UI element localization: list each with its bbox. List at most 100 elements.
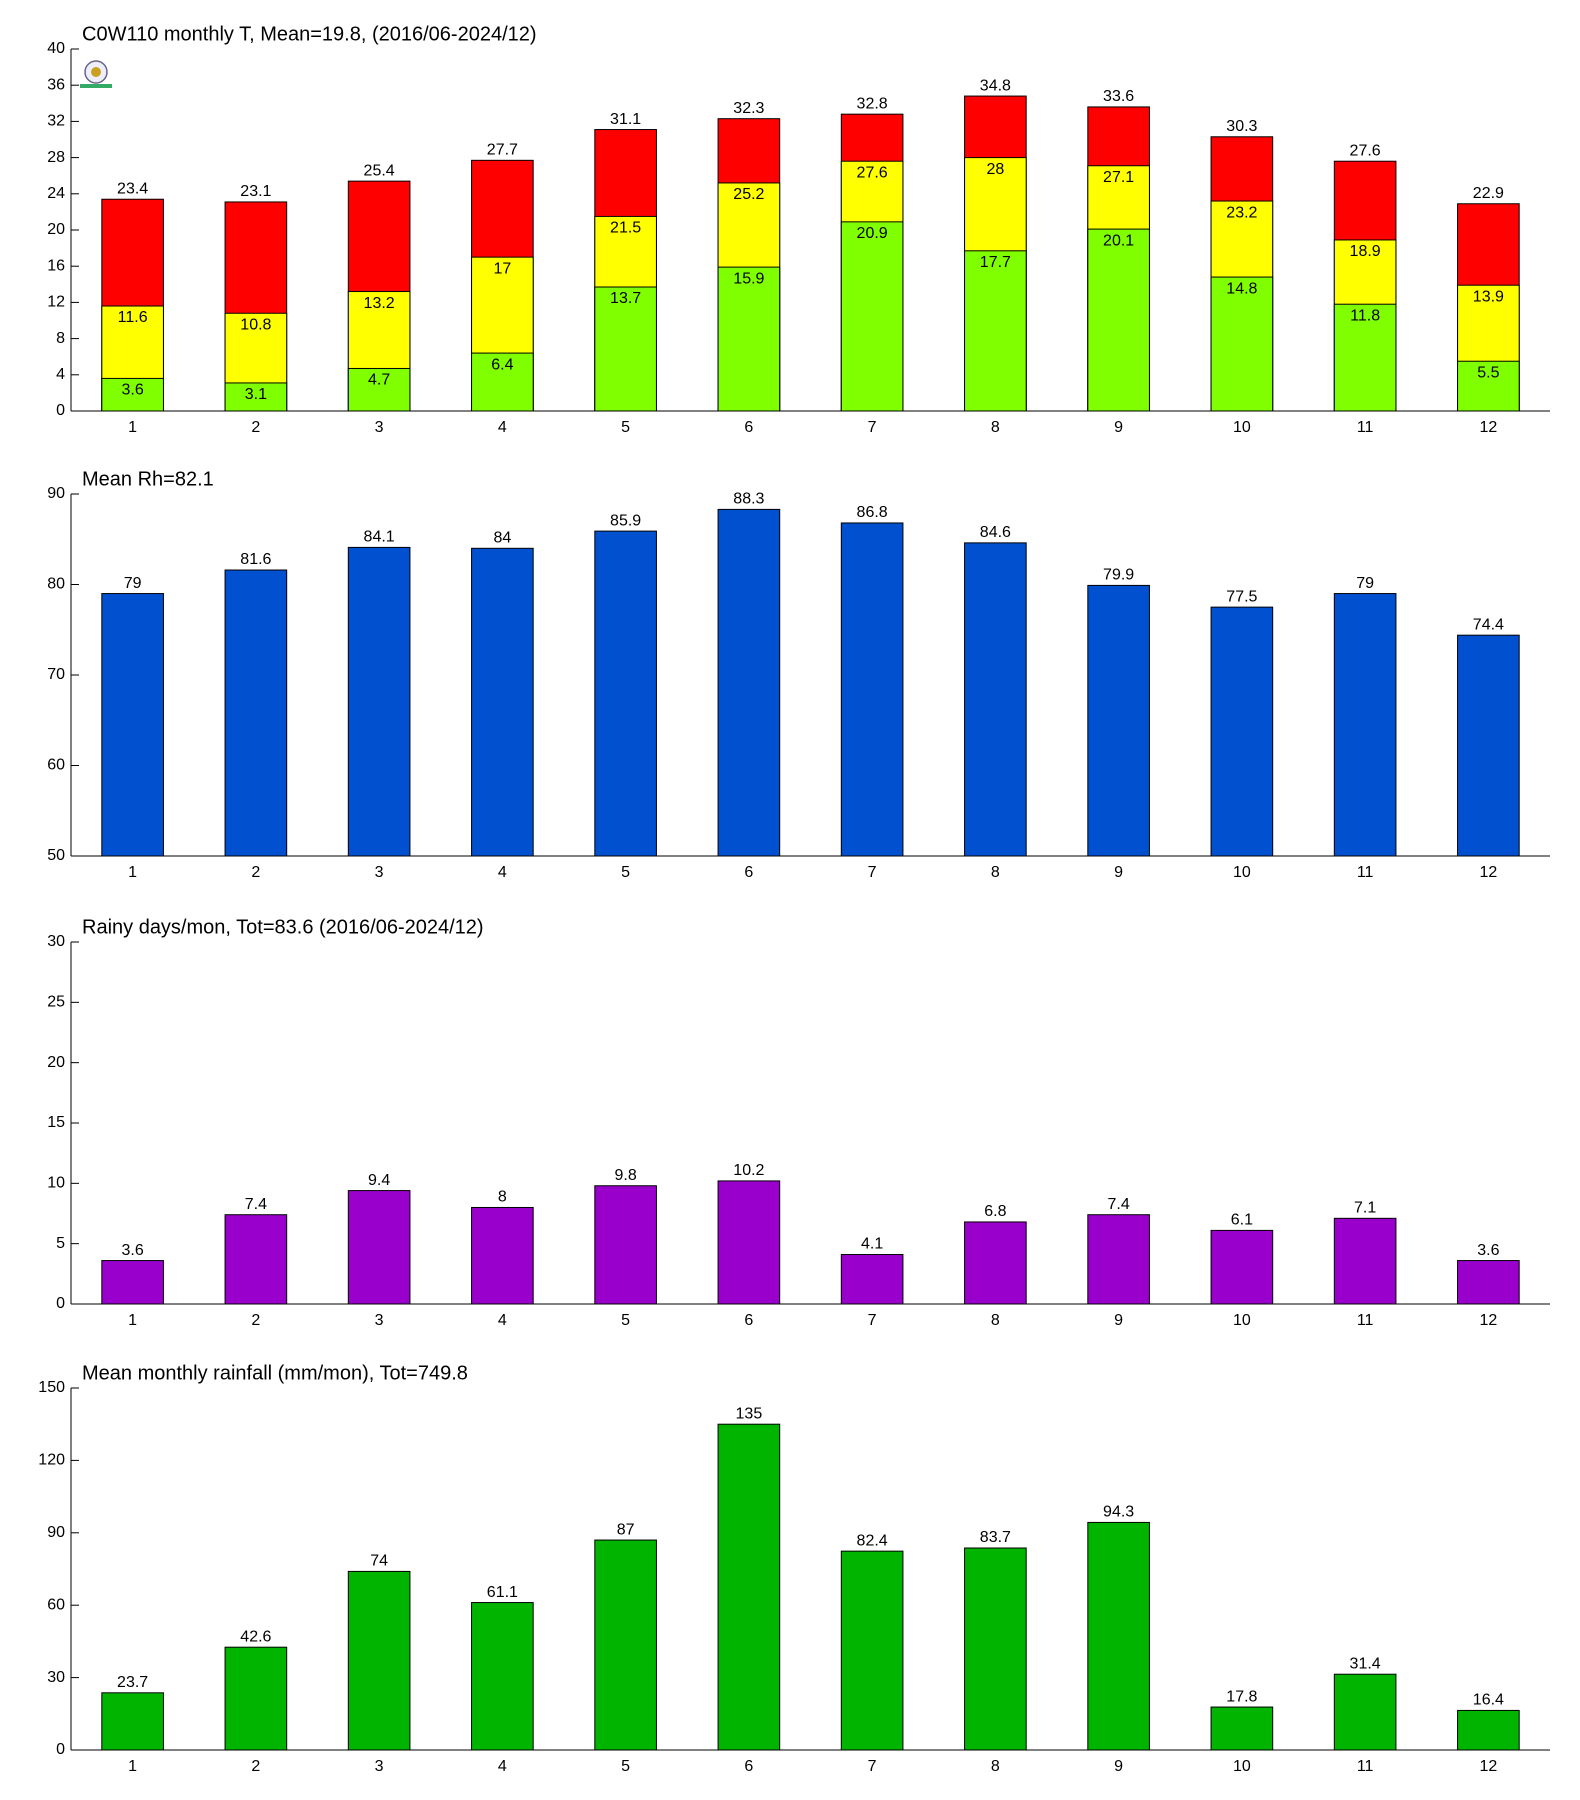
bar: [964, 250, 1027, 412]
bar: [717, 1180, 781, 1305]
bar: [1333, 1673, 1397, 1751]
y-tick-label: 10: [47, 1175, 65, 1192]
x-tick-label: 3: [375, 1312, 384, 1329]
x-tick-label: 2: [251, 1312, 260, 1329]
y-tick-label: 25: [47, 994, 65, 1011]
bar: [1087, 584, 1150, 857]
value-label: 11.6: [118, 309, 148, 326]
x-tick-label: 9: [1114, 864, 1123, 881]
value-label: 23.7: [117, 1674, 148, 1691]
value-label: 14.8: [1226, 280, 1257, 297]
x-tick-label: 4: [498, 1758, 507, 1775]
bar: [347, 1570, 411, 1751]
bar: [1457, 634, 1520, 857]
x-tick-label: 4: [498, 1312, 507, 1329]
bar: [717, 508, 781, 857]
bar: [840, 1254, 904, 1305]
y-tick-label: 32: [47, 113, 65, 130]
chart-title: Rainy days/mon, Tot=83.6 (2016/06-2024/1…: [82, 916, 484, 938]
x-tick-label: 5: [621, 1312, 630, 1329]
value-label: 34.8: [980, 77, 1011, 94]
value-label: 83.7: [980, 1529, 1011, 1546]
value-label: 82.4: [857, 1532, 888, 1549]
x-tick-label: 8: [991, 864, 1000, 881]
x-tick-label: 2: [251, 1758, 260, 1775]
bar: [840, 522, 904, 857]
x-tick-label: 11: [1357, 1758, 1374, 1775]
value-label: 74.4: [1473, 616, 1504, 633]
y-tick-label: 20: [47, 1054, 65, 1071]
value-label: 30.3: [1226, 118, 1257, 135]
value-label: 7.4: [245, 1196, 267, 1213]
bar: [347, 367, 411, 412]
value-label: 3.6: [1477, 1242, 1499, 1259]
y-tick-label: 8: [56, 330, 65, 347]
value-label: 84.6: [980, 524, 1011, 541]
value-label: 6.1: [1231, 1212, 1253, 1229]
bar: [717, 1423, 781, 1751]
value-label: 86.8: [857, 504, 888, 521]
y-tick-label: 0: [56, 1295, 65, 1312]
y-tick-label: 90: [47, 485, 65, 502]
bar: [594, 1185, 657, 1305]
bar: [471, 1602, 534, 1751]
value-label: 42.6: [240, 1628, 271, 1645]
value-label: 4.7: [368, 372, 390, 389]
value-label: 6.8: [984, 1203, 1006, 1220]
value-label: 17.8: [1226, 1688, 1257, 1705]
x-tick-label: 4: [498, 419, 507, 436]
value-label: 15.9: [733, 270, 764, 287]
value-label: 8: [498, 1189, 507, 1206]
x-tick-label: 3: [375, 1758, 384, 1775]
bar: [717, 266, 781, 412]
x-tick-label: 10: [1233, 1312, 1251, 1329]
y-tick-label: 60: [47, 1596, 65, 1613]
x-tick-label: 6: [744, 864, 753, 881]
value-label: 27.7: [487, 142, 518, 159]
bar: [840, 1550, 904, 1751]
value-label: 21.5: [610, 220, 641, 237]
value-label: 11.8: [1350, 307, 1380, 324]
y-tick-label: 150: [38, 1379, 65, 1396]
bar: [347, 1190, 411, 1305]
value-label: 23.2: [1226, 204, 1257, 221]
x-tick-label: 10: [1233, 864, 1251, 881]
value-label: 27.1: [1103, 169, 1134, 186]
y-tick-label: 70: [47, 666, 65, 683]
x-tick-label: 3: [375, 864, 384, 881]
bar: [471, 547, 534, 857]
bar: [1087, 1214, 1150, 1305]
value-label: 31.4: [1350, 1655, 1381, 1672]
value-label: 3.6: [122, 382, 144, 399]
value-label: 5.5: [1477, 364, 1499, 381]
x-tick-label: 11: [1357, 864, 1374, 881]
bar: [840, 221, 904, 412]
y-tick-label: 36: [47, 76, 65, 93]
x-tick-label: 9: [1114, 1312, 1123, 1329]
value-label: 32.8: [857, 95, 888, 112]
value-label: 81.6: [240, 551, 271, 568]
logo: [80, 60, 112, 88]
y-tick-label: 20: [47, 221, 65, 238]
value-label: 3.6: [122, 1242, 144, 1259]
value-label: 23.4: [117, 180, 148, 197]
bar: [964, 1221, 1027, 1305]
value-label: 22.9: [1473, 185, 1504, 202]
bar: [594, 1539, 657, 1751]
chart-title: Mean monthly rainfall (mm/mon), Tot=749.…: [82, 1362, 468, 1384]
bar: [471, 1206, 534, 1305]
y-tick-label: 30: [47, 1669, 65, 1686]
x-tick-label: 4: [498, 864, 507, 881]
y-tick-label: 12: [47, 294, 65, 311]
x-tick-label: 6: [744, 419, 753, 436]
x-tick-label: 12: [1479, 864, 1497, 881]
x-tick-label: 7: [868, 1312, 877, 1329]
bar: [1210, 1229, 1274, 1305]
bar: [1457, 1709, 1520, 1751]
bar: [347, 546, 411, 857]
value-label: 32.3: [733, 100, 764, 117]
value-label: 85.9: [610, 512, 641, 529]
x-tick-label: 12: [1479, 419, 1497, 436]
bar: [101, 1692, 164, 1751]
value-label: 7.4: [1108, 1196, 1130, 1213]
